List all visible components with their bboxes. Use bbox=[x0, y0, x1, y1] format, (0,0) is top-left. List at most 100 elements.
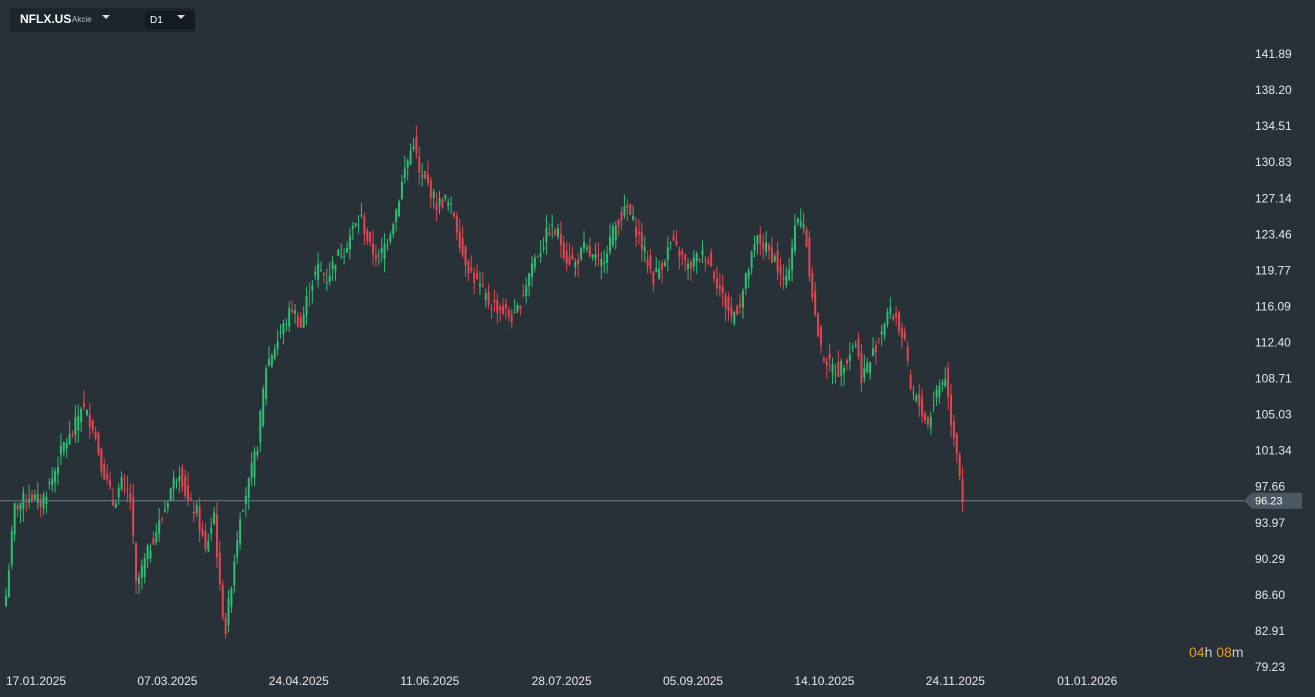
candle bbox=[59, 433, 62, 465]
candle bbox=[730, 296, 733, 323]
candle-body bbox=[588, 245, 591, 257]
candle bbox=[178, 466, 181, 493]
candle-body bbox=[314, 271, 317, 276]
candle-body bbox=[348, 235, 351, 250]
timeframe-chevron-down-icon[interactable] bbox=[177, 15, 185, 19]
candle bbox=[331, 255, 334, 281]
candle-body bbox=[16, 505, 19, 510]
candle-body bbox=[221, 584, 224, 618]
candle-body bbox=[13, 503, 16, 535]
candle-body bbox=[65, 443, 68, 449]
symbol-dropdown-chevron-icon[interactable] bbox=[102, 15, 110, 19]
candle bbox=[305, 286, 308, 326]
y-tick-label: 138.20 bbox=[1255, 83, 1292, 97]
candle-body bbox=[770, 247, 773, 263]
candle-body bbox=[192, 511, 195, 514]
candle bbox=[496, 293, 499, 324]
candle-body bbox=[305, 296, 308, 315]
candle-body bbox=[782, 277, 785, 280]
candle-body bbox=[484, 293, 487, 301]
candle-countdown: 04h 08m bbox=[1189, 644, 1244, 660]
candle-body bbox=[83, 402, 86, 407]
candle bbox=[603, 249, 606, 273]
candle-body bbox=[201, 529, 204, 536]
candle-body bbox=[860, 353, 863, 384]
last-price-tag-bg bbox=[1244, 492, 1302, 509]
candle-body bbox=[759, 234, 762, 244]
candle bbox=[915, 393, 918, 403]
candle-body bbox=[730, 307, 733, 317]
candle-body bbox=[334, 264, 337, 271]
candle-body bbox=[718, 285, 721, 290]
candle-body bbox=[270, 355, 273, 367]
candle bbox=[117, 483, 120, 505]
candle-body bbox=[799, 220, 802, 226]
candle bbox=[311, 280, 314, 304]
candle bbox=[721, 274, 724, 307]
candle-body bbox=[36, 494, 39, 504]
candle bbox=[334, 264, 337, 281]
candle-body bbox=[418, 156, 421, 173]
candle bbox=[802, 212, 805, 234]
candle bbox=[681, 248, 684, 266]
candle bbox=[785, 266, 788, 289]
candle-body bbox=[97, 433, 100, 454]
candle-body bbox=[629, 203, 632, 215]
candle-body bbox=[507, 310, 510, 316]
timeframe-select[interactable]: D1 bbox=[145, 11, 195, 29]
candle bbox=[632, 205, 635, 222]
candle-body bbox=[886, 312, 889, 325]
candle-body bbox=[57, 467, 60, 474]
x-tick-label: 05.09.2025 bbox=[663, 674, 723, 688]
candle-body bbox=[926, 416, 929, 425]
candle bbox=[400, 174, 403, 201]
candle bbox=[455, 212, 458, 241]
candle-body bbox=[658, 268, 661, 279]
candle bbox=[704, 256, 707, 272]
symbol-name[interactable]: NFLX.US bbox=[20, 12, 72, 26]
candle bbox=[620, 206, 623, 231]
candle bbox=[571, 246, 574, 260]
candle bbox=[678, 246, 681, 270]
candle-body bbox=[640, 232, 643, 250]
candle bbox=[354, 222, 357, 228]
candle-body bbox=[626, 205, 629, 209]
candle-body bbox=[961, 479, 964, 503]
candle-body bbox=[808, 237, 811, 277]
candle bbox=[137, 571, 140, 594]
y-tick-label: 112.40 bbox=[1255, 335, 1291, 349]
candle bbox=[921, 388, 924, 423]
candle-body bbox=[7, 570, 10, 597]
candle-body bbox=[250, 462, 253, 478]
y-tick-label: 127.14 bbox=[1255, 191, 1292, 205]
candle bbox=[374, 244, 377, 268]
candle-body bbox=[684, 254, 687, 261]
candle bbox=[262, 385, 265, 428]
candle bbox=[438, 190, 441, 215]
candle bbox=[444, 194, 447, 202]
candle bbox=[221, 580, 224, 621]
candle bbox=[710, 248, 713, 268]
candle-body bbox=[140, 565, 143, 578]
x-tick-label: 17.01.2025 bbox=[6, 674, 66, 688]
candle-body bbox=[51, 478, 54, 486]
candle bbox=[684, 253, 687, 272]
candle bbox=[398, 199, 401, 218]
candle bbox=[51, 467, 54, 492]
candle bbox=[883, 322, 886, 341]
candle bbox=[478, 271, 481, 296]
candle bbox=[22, 486, 25, 522]
candle-body bbox=[123, 480, 126, 483]
symbol-toolbar: NFLX.US Akcie D1 bbox=[10, 8, 195, 32]
candle-body bbox=[369, 231, 372, 242]
candle bbox=[120, 471, 123, 492]
candle-body bbox=[146, 545, 149, 560]
candle bbox=[135, 541, 138, 595]
candle bbox=[851, 343, 854, 353]
y-tick-label: 82.91 bbox=[1255, 624, 1285, 638]
candle-body bbox=[609, 236, 612, 252]
candle-body bbox=[143, 558, 146, 577]
x-tick-label: 14.10.2025 bbox=[794, 674, 854, 688]
candle bbox=[947, 362, 950, 411]
